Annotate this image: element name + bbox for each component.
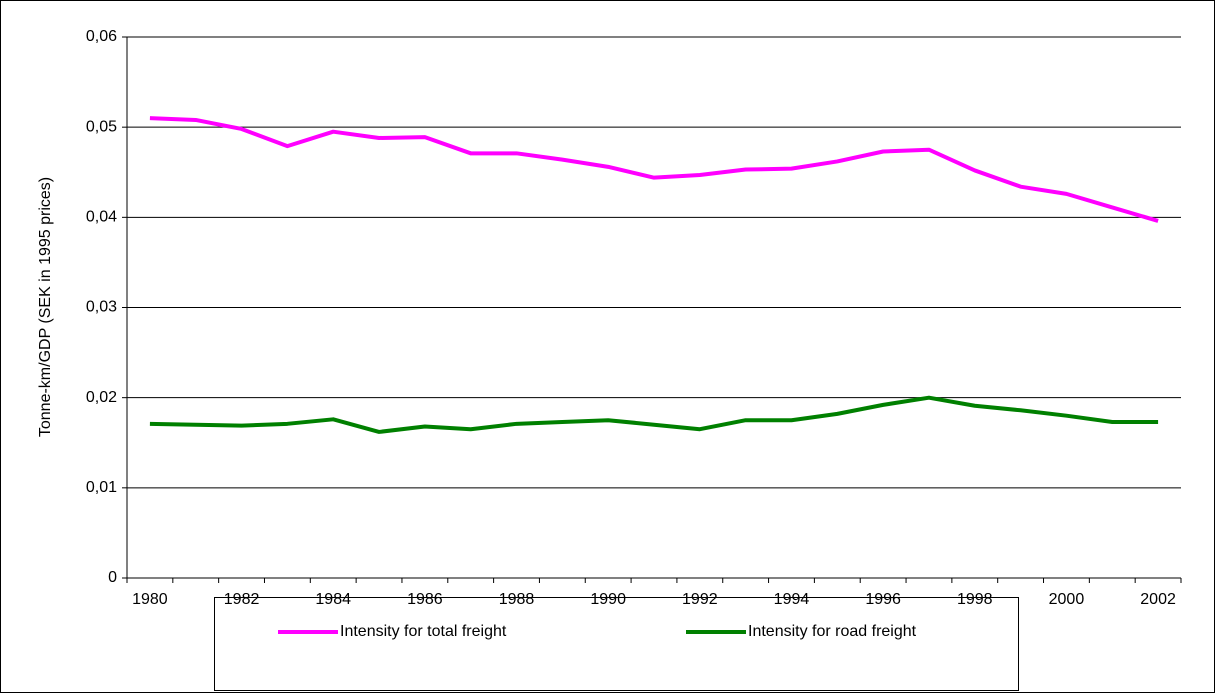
x-tick-label: 1992 xyxy=(682,591,718,608)
y-tick-label: 0,02 xyxy=(86,389,117,406)
y-axis-title: Tonne-km/GDP (SEK in 1995 prices) xyxy=(37,177,54,437)
x-tick-label: 1988 xyxy=(499,591,535,608)
y-tick-label: 0,01 xyxy=(86,479,117,496)
y-tick-label: 0,05 xyxy=(86,118,117,135)
x-tick-label: 1980 xyxy=(132,591,168,608)
x-tick-label: 1994 xyxy=(774,591,810,608)
legend-box xyxy=(214,597,1019,691)
x-tick-label: 1996 xyxy=(865,591,901,608)
x-tick-label: 2000 xyxy=(1049,591,1085,608)
y-tick-label: 0,04 xyxy=(86,209,117,226)
x-tick-label: 1998 xyxy=(957,591,993,608)
line-series xyxy=(149,116,1159,223)
x-tick-label: 1984 xyxy=(315,591,351,608)
x-tick-label: 1990 xyxy=(590,591,626,608)
legend-label: Intensity for road freight xyxy=(748,623,917,640)
y-tick-label: 0 xyxy=(108,569,117,586)
line-series xyxy=(149,395,1159,434)
x-tick-label: 1986 xyxy=(407,591,443,608)
y-tick-label: 0,03 xyxy=(86,299,117,316)
legend-label: Intensity for total freight xyxy=(340,623,507,640)
x-tick-label: 1982 xyxy=(224,591,260,608)
x-tick-label: 2002 xyxy=(1140,591,1176,608)
y-tick-label: 0,06 xyxy=(86,28,117,45)
